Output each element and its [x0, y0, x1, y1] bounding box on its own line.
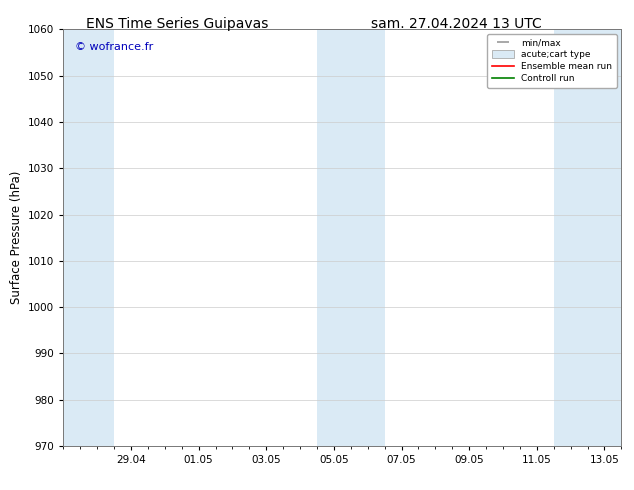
Bar	[553, 29, 621, 446]
Text: sam. 27.04.2024 13 UTC: sam. 27.04.2024 13 UTC	[371, 17, 542, 31]
Legend: min/max, acute;cart type, Ensemble mean run, Controll run: min/max, acute;cart type, Ensemble mean …	[487, 34, 617, 88]
Bar	[63, 29, 114, 446]
Bar	[317, 29, 385, 446]
Text: ENS Time Series Guipavas: ENS Time Series Guipavas	[86, 17, 269, 31]
Text: © wofrance.fr: © wofrance.fr	[75, 42, 153, 52]
Y-axis label: Surface Pressure (hPa): Surface Pressure (hPa)	[10, 171, 23, 304]
